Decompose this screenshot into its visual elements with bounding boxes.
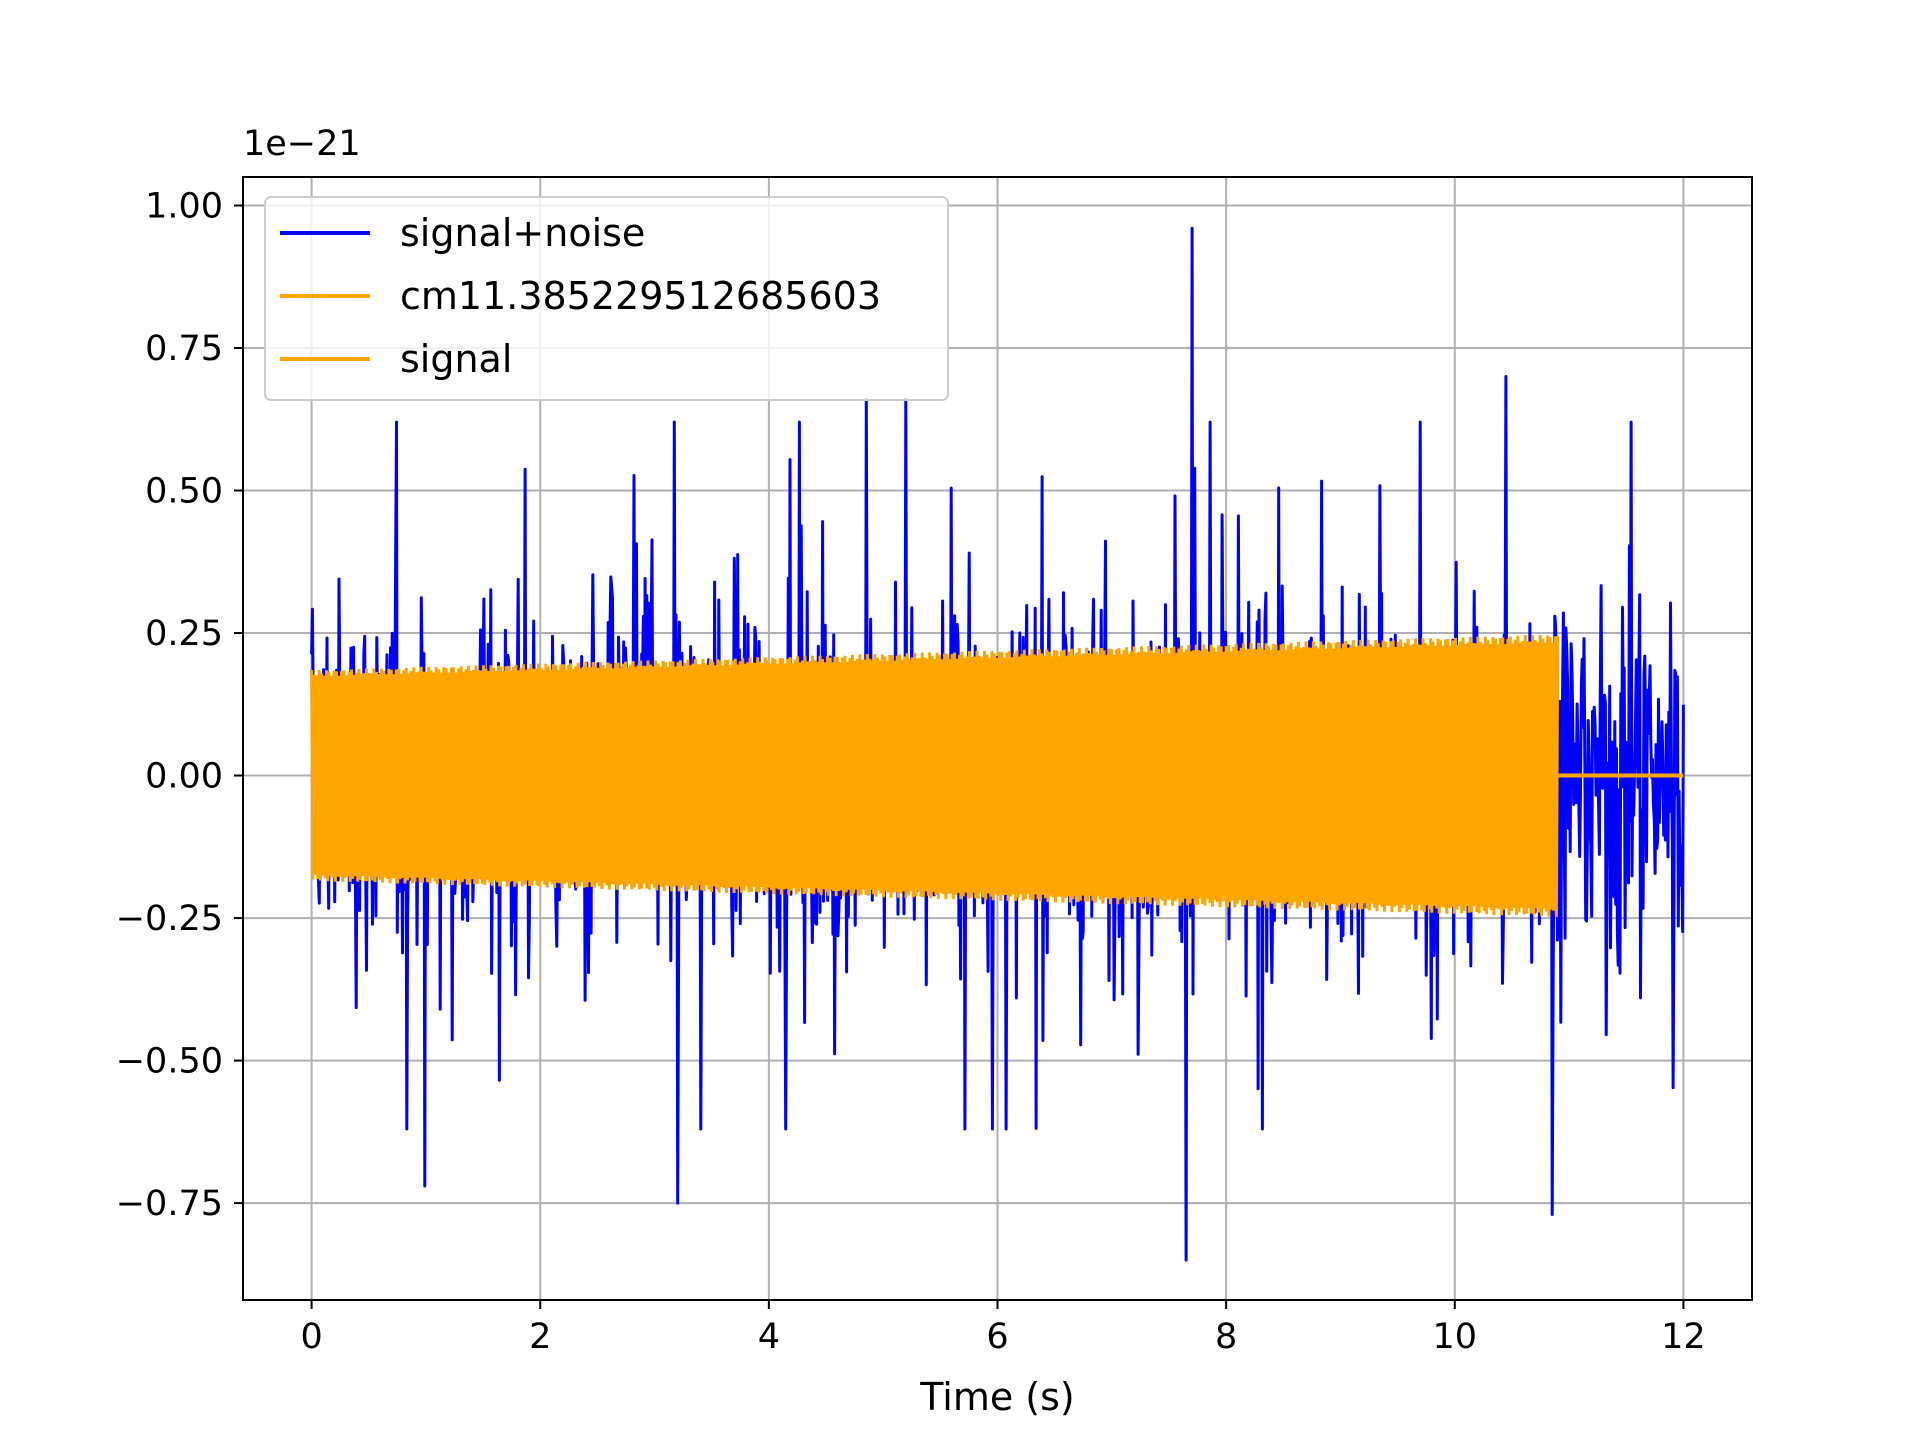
x-axis-ticks: 0 2 4 6 8 10 12 <box>300 1300 1706 1357</box>
x-tick-label: 4 <box>758 1317 780 1357</box>
series-signal-band <box>310 634 1560 917</box>
y-offset-text: 1e−21 <box>243 124 361 164</box>
plot-area <box>310 226 1685 1262</box>
y-axis-ticks: −0.75 −0.50 −0.25 0.00 0.25 0.50 0.75 1.00 <box>116 187 243 1224</box>
series-group <box>310 226 1685 1262</box>
y-tick-label: 0.00 <box>145 757 223 797</box>
x-tick-label: 6 <box>986 1317 1008 1357</box>
y-tick-label: −0.50 <box>116 1042 223 1082</box>
x-axis-label: Time (s) <box>919 1375 1075 1419</box>
y-tick-label: 0.25 <box>145 614 223 654</box>
legend: signal+noise cm11.385229512685603 signal <box>264 196 949 401</box>
y-tick-label: 1.00 <box>145 187 223 227</box>
legend-label: signal <box>400 337 512 381</box>
x-tick-label: 2 <box>529 1317 551 1357</box>
x-tick-label: 8 <box>1215 1317 1237 1357</box>
legend-label: signal+noise <box>400 211 645 255</box>
y-tick-label: 0.50 <box>145 472 223 512</box>
legend-box <box>264 196 949 401</box>
y-tick-label: 0.75 <box>145 329 223 369</box>
legend-label: cm11.385229512685603 <box>400 274 881 318</box>
y-tick-label: −0.75 <box>116 1184 223 1224</box>
y-tick-label: −0.25 <box>116 899 223 939</box>
x-tick-label: 0 <box>300 1317 322 1357</box>
x-tick-label: 12 <box>1661 1317 1706 1357</box>
x-tick-label: 10 <box>1432 1317 1477 1357</box>
